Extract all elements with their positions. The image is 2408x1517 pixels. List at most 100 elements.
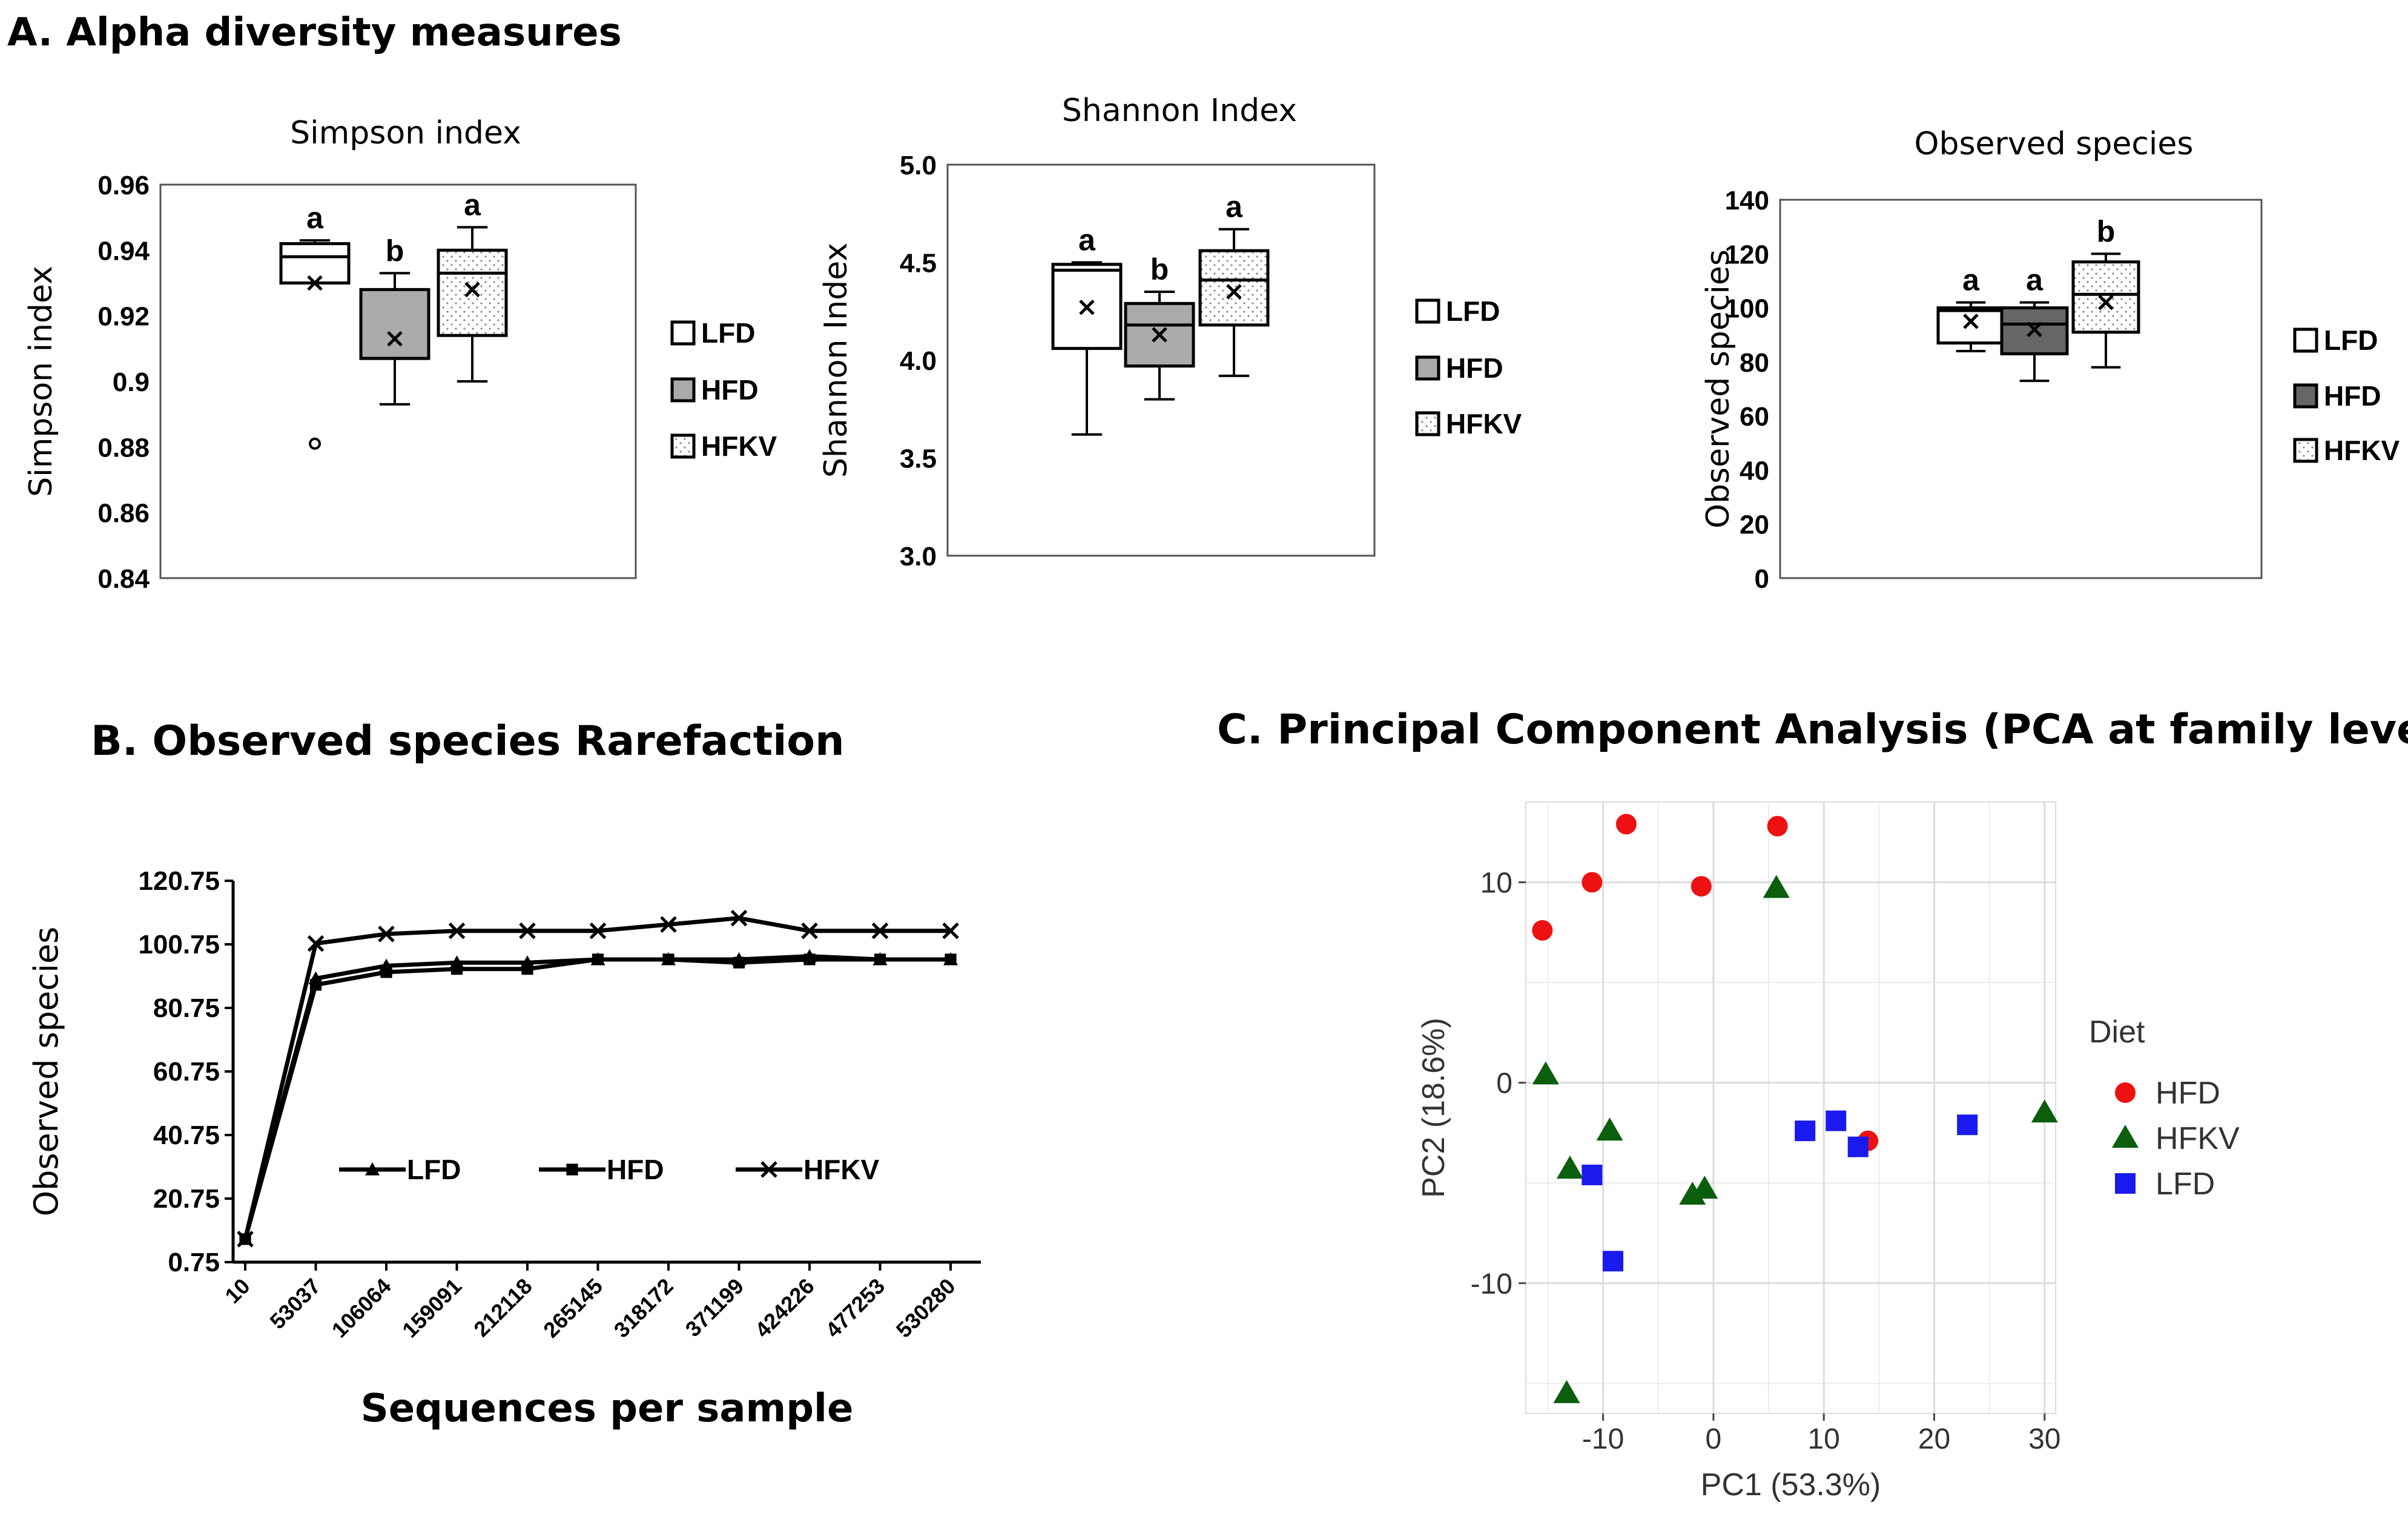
data-point — [2031, 1099, 2058, 1123]
series-lfd — [1582, 1110, 1978, 1272]
mean-marker — [2098, 294, 2114, 311]
y-tick-label: 60.75 — [153, 1057, 220, 1087]
y-tick-label: 140 — [1725, 186, 1769, 216]
data-point — [592, 953, 604, 966]
mean-marker — [1226, 284, 1242, 300]
x-tick-label: 10 — [220, 1274, 254, 1308]
x-tick-label: 106064 — [327, 1274, 396, 1343]
data-point — [1582, 872, 1603, 893]
iqr-box — [279, 242, 351, 285]
x-axis-label: PC1 (53.3%) — [1701, 1467, 1881, 1502]
x-axis-label: Sequences per sample — [361, 1386, 854, 1431]
y-tick-label: 0 — [1496, 1068, 1512, 1100]
y-tick-label: 100.75 — [138, 930, 220, 959]
y-tick-label: 80 — [1740, 348, 1769, 378]
data-point — [730, 909, 748, 927]
box-hfkv: a — [1198, 190, 1270, 377]
data-point — [1615, 814, 1637, 835]
y-axis-label: Observed species — [27, 927, 65, 1217]
y-tick-label: 4.5 — [900, 249, 937, 278]
legend-hfkv: HFKV — [736, 1154, 880, 1185]
legend-marker — [2112, 1125, 2139, 1148]
legend-label-hfkv: HFKV — [701, 430, 777, 462]
plot-frame — [946, 163, 1376, 557]
chart-title: Shannon Index — [1062, 93, 1297, 129]
legend-label-lfd: LFD — [701, 317, 755, 349]
legend-label: HFD — [2156, 1076, 2220, 1111]
y-tick-label: 3.0 — [900, 542, 937, 571]
legend-swatch-hfkv — [2293, 438, 2318, 463]
significance-letter: a — [1962, 263, 1980, 297]
legend-label-hfd: HFD — [2324, 380, 2381, 412]
series-hfd — [239, 953, 957, 1245]
series-line — [243, 916, 951, 1240]
x-tick-label: 318172 — [609, 1274, 678, 1343]
iqr-box — [359, 288, 430, 360]
y-tick-label: 20.75 — [153, 1184, 220, 1214]
legend-marker — [2115, 1082, 2136, 1103]
data-point — [942, 922, 959, 939]
legend-label: HFKV — [803, 1154, 880, 1185]
legend-lfd: LFD — [2115, 1167, 2215, 1202]
significance-letter: a — [1078, 223, 1096, 257]
y-tick-label: 20 — [1740, 510, 1769, 540]
y-tick-label: 4.0 — [900, 346, 937, 376]
data-point — [874, 953, 886, 966]
plot-frame — [1779, 199, 2263, 579]
data-point — [589, 922, 607, 939]
legend-title: Diet — [2089, 1015, 2145, 1050]
pca-scatter-plot: -10 0 10 20 30 -10 0 10 PC1 (53.3%) PC2 (18.6%) Di… — [1416, 801, 2240, 1502]
legend-label: LFD — [2156, 1167, 2215, 1202]
box-hfkv: a — [437, 188, 508, 383]
legend-marker — [2115, 1173, 2136, 1194]
x-tick-label: 477253 — [820, 1274, 889, 1343]
x-tick-label: 0 — [1706, 1423, 1722, 1455]
y-axis-label: Observed species — [1700, 249, 1737, 528]
data-point — [801, 922, 818, 939]
y-tick-label: 0 — [1755, 564, 1769, 594]
data-point — [660, 916, 677, 933]
legend-lfd: LFD — [339, 1154, 461, 1185]
data-point — [1553, 1380, 1580, 1403]
series-line — [243, 954, 951, 1240]
series-hfkv — [1532, 875, 2058, 1403]
series-hfkv — [237, 909, 959, 1248]
data-point — [380, 966, 392, 978]
y-tick-label: 60 — [1740, 402, 1769, 432]
data-point — [1957, 1114, 1978, 1136]
x-tick-label: 424226 — [750, 1274, 819, 1343]
y-tick-label: 0.86 — [97, 499, 150, 528]
mean-marker — [387, 331, 403, 347]
legend-marker — [760, 1161, 777, 1178]
box-hfd: a — [2000, 263, 2069, 383]
data-point — [1532, 1061, 1559, 1085]
data-point — [378, 926, 395, 943]
observed-species-boxplot: Observed species Observed species 0 20 40 60 8… — [1700, 126, 2400, 594]
data-point — [1603, 1251, 1624, 1272]
legend-swatch-lfd — [1415, 298, 1440, 324]
box-lfd: a — [1936, 263, 2005, 352]
data-point — [521, 963, 533, 975]
significance-letter: a — [306, 201, 324, 235]
iqr-box — [1936, 306, 2005, 345]
data-point — [448, 922, 466, 939]
y-tick-label: 0.75 — [168, 1248, 220, 1277]
panel-b-title: B. Observed species Rarefaction — [91, 717, 845, 765]
data-point — [309, 979, 322, 991]
legend-label-hfd: HFD — [701, 374, 759, 406]
y-tick-label: 3.5 — [900, 444, 937, 474]
legend-swatch-hfd — [2293, 383, 2318, 409]
data-point — [733, 956, 745, 969]
box-hfd: b — [359, 234, 430, 406]
legend-swatch-hfd — [670, 377, 696, 403]
data-point — [1847, 1136, 1869, 1157]
legend-swatch-hfkv — [670, 433, 696, 459]
legend-label-hfkv: HFKV — [1446, 408, 1522, 439]
significance-letter: b — [1150, 252, 1169, 286]
x-tick-label: 371199 — [681, 1274, 749, 1342]
y-tick-label: 0.92 — [97, 302, 150, 332]
iqr-box — [437, 248, 508, 337]
data-point — [1767, 815, 1788, 837]
mean-marker — [1152, 327, 1167, 343]
box-hfkv: b — [2071, 214, 2140, 369]
